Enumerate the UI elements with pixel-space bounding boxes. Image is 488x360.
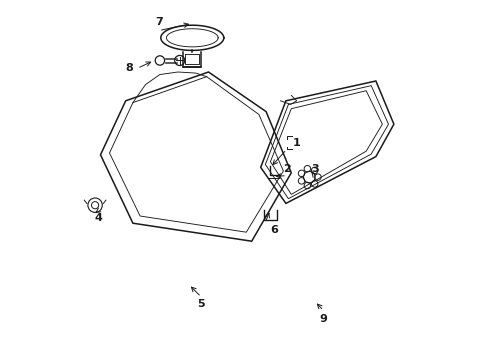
- Text: 9: 9: [319, 314, 327, 324]
- Text: 2: 2: [283, 164, 290, 174]
- Text: 3: 3: [310, 164, 318, 174]
- Text: 4: 4: [95, 213, 102, 223]
- Text: 1: 1: [292, 138, 300, 148]
- Text: 7: 7: [155, 17, 163, 27]
- Text: 5: 5: [197, 299, 204, 309]
- Text: 6: 6: [269, 225, 277, 235]
- Text: 8: 8: [125, 63, 133, 73]
